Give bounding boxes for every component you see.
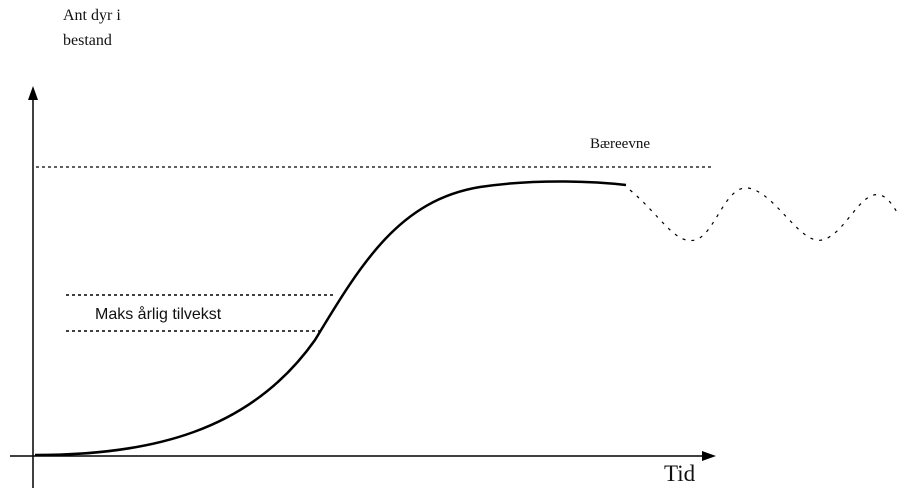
x-axis-arrow	[702, 451, 716, 461]
max-growth-label: Maks årlig tilvekst	[95, 305, 222, 323]
y-axis-label: bestand	[63, 32, 112, 49]
y-axis-arrow	[28, 86, 38, 100]
x-axis-label: Tid	[664, 461, 696, 486]
y-axis-label: Ant dyr i	[63, 7, 121, 24]
growth-curve	[34, 180, 627, 457]
carrying-capacity-label: Bæreevne	[590, 136, 650, 152]
